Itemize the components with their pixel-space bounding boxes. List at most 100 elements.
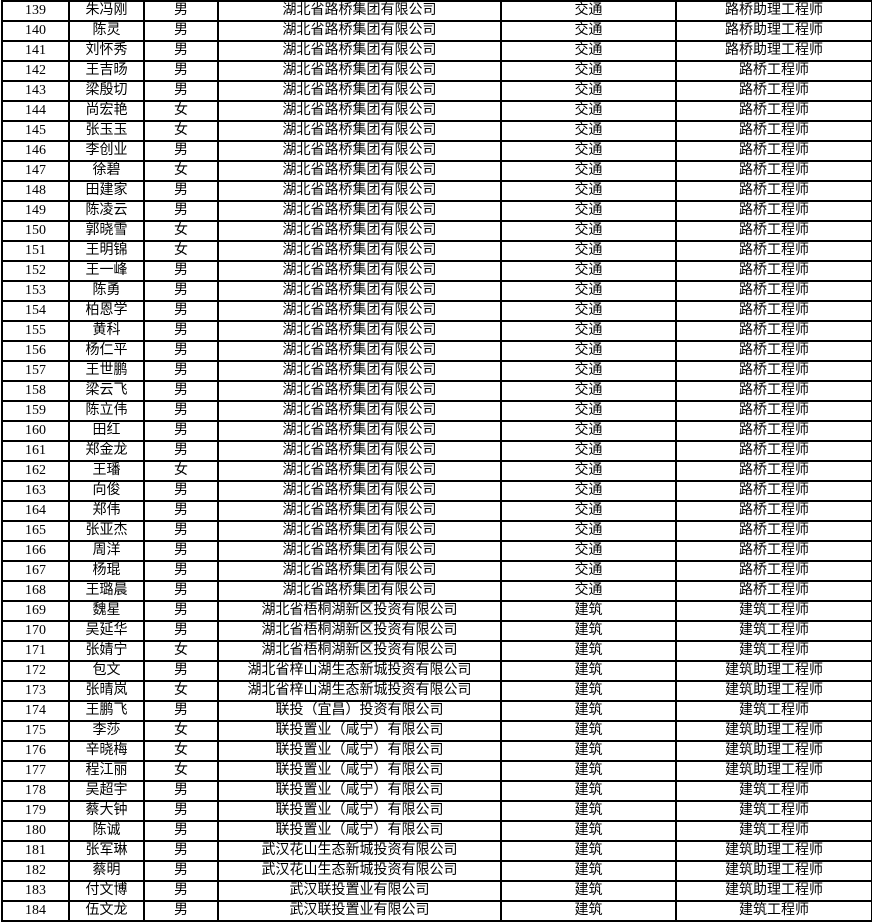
category-cell: 建筑 (500, 740, 677, 762)
job-title-cell: 建筑工程师 (675, 780, 872, 802)
name-cell: 郑伟 (68, 500, 145, 522)
job-title-cell: 路桥工程师 (675, 400, 872, 422)
company-cell: 湖北省路桥集团有限公司 (217, 500, 502, 522)
gender-cell: 男 (143, 480, 219, 502)
table-row: 184 伍文龙男武汉联投置业有限公司 建筑 建筑工程师 (1, 900, 872, 922)
category-cell: 交通 (500, 300, 677, 322)
table-row: 170 吴延华男湖北省梧桐湖新区投资有限公司 建筑 建筑工程师 (1, 620, 872, 642)
gender-cell: 男 (143, 20, 219, 42)
category-cell: 交通 (500, 540, 677, 562)
table-row: 172 包文男湖北省梓山湖生态新城投资有限公司 建筑 建筑助理工程师 (1, 660, 872, 682)
table-row: 174 王鹏飞男联投（宜昌）投资有限公司 建筑 建筑工程师 (1, 700, 872, 722)
gender-cell: 男 (143, 840, 219, 862)
name-cell: 向俊 (68, 480, 145, 502)
table-row: 154 柏恩学男湖北省路桥集团有限公司 交通 路桥工程师 (1, 300, 872, 322)
category-cell: 建筑 (500, 820, 677, 842)
job-title-cell: 路桥工程师 (675, 100, 872, 122)
gender-cell: 男 (143, 320, 219, 342)
category-cell: 交通 (500, 440, 677, 462)
category-cell: 交通 (500, 420, 677, 442)
row-number-cell: 174 (1, 700, 70, 722)
name-cell: 王璠 (68, 460, 145, 482)
category-cell: 交通 (500, 20, 677, 42)
category-cell: 建筑 (500, 800, 677, 822)
name-cell: 王一峰 (68, 260, 145, 282)
company-cell: 武汉联投置业有限公司 (217, 880, 502, 902)
category-cell: 建筑 (500, 680, 677, 702)
table-row: 182 蔡明男武汉花山生态新城投资有限公司 建筑 建筑助理工程师 (1, 860, 872, 882)
name-cell: 包文 (68, 660, 145, 682)
job-title-cell: 建筑助理工程师 (675, 840, 872, 862)
table-row: 160 田红男湖北省路桥集团有限公司 交通 路桥工程师 (1, 420, 872, 442)
table-row: 157 王世鹏男湖北省路桥集团有限公司 交通 路桥工程师 (1, 360, 872, 382)
gender-cell: 女 (143, 760, 219, 782)
job-title-cell: 路桥工程师 (675, 280, 872, 302)
gender-cell: 男 (143, 140, 219, 162)
gender-cell: 男 (143, 40, 219, 62)
gender-cell: 男 (143, 340, 219, 362)
company-cell: 湖北省梧桐湖新区投资有限公司 (217, 600, 502, 622)
company-cell: 湖北省路桥集团有限公司 (217, 80, 502, 102)
job-title-cell: 路桥工程师 (675, 240, 872, 262)
job-title-cell: 建筑助理工程师 (675, 740, 872, 762)
row-number-cell: 183 (1, 880, 70, 902)
company-cell: 湖北省路桥集团有限公司 (217, 480, 502, 502)
row-number-cell: 157 (1, 360, 70, 382)
company-cell: 湖北省路桥集团有限公司 (217, 340, 502, 362)
category-cell: 交通 (500, 220, 677, 242)
gender-cell: 女 (143, 100, 219, 122)
row-number-cell: 160 (1, 420, 70, 442)
job-title-cell: 路桥工程师 (675, 80, 872, 102)
job-title-cell: 路桥工程师 (675, 60, 872, 82)
company-cell: 湖北省路桥集团有限公司 (217, 160, 502, 182)
table-row: 168 王璐晨男湖北省路桥集团有限公司 交通 路桥工程师 (1, 580, 872, 602)
gender-cell: 男 (143, 860, 219, 882)
job-title-cell: 建筑助理工程师 (675, 880, 872, 902)
name-cell: 程江丽 (68, 760, 145, 782)
company-cell: 湖北省梧桐湖新区投资有限公司 (217, 620, 502, 642)
gender-cell: 男 (143, 400, 219, 422)
job-title-cell: 建筑工程师 (675, 800, 872, 822)
name-cell: 周洋 (68, 540, 145, 562)
table-row: 163 向俊男湖北省路桥集团有限公司 交通 路桥工程师 (1, 480, 872, 502)
table-row: 164 郑伟男湖北省路桥集团有限公司 交通 路桥工程师 (1, 500, 872, 522)
row-number-cell: 167 (1, 560, 70, 582)
name-cell: 田红 (68, 420, 145, 442)
table-row: 139 朱冯刚男湖北省路桥集团有限公司 交通 路桥助理工程师 (1, 0, 872, 22)
name-cell: 尚宏艳 (68, 100, 145, 122)
row-number-cell: 164 (1, 500, 70, 522)
category-cell: 交通 (500, 340, 677, 362)
name-cell: 辛晓梅 (68, 740, 145, 762)
name-cell: 朱冯刚 (68, 0, 145, 22)
category-cell: 建筑 (500, 640, 677, 662)
company-cell: 湖北省路桥集团有限公司 (217, 420, 502, 442)
company-cell: 湖北省梓山湖生态新城投资有限公司 (217, 680, 502, 702)
category-cell: 建筑 (500, 600, 677, 622)
name-cell: 陈诚 (68, 820, 145, 842)
table-row: 183 付文博男武汉联投置业有限公司 建筑 建筑助理工程师 (1, 880, 872, 902)
name-cell: 陈立伟 (68, 400, 145, 422)
gender-cell: 男 (143, 0, 219, 22)
table-row: 181 张军琳男武汉花山生态新城投资有限公司 建筑 建筑助理工程师 (1, 840, 872, 862)
gender-cell: 男 (143, 80, 219, 102)
gender-cell: 男 (143, 700, 219, 722)
job-title-cell: 路桥工程师 (675, 180, 872, 202)
row-number-cell: 146 (1, 140, 70, 162)
table-row: 151 王明锦女湖北省路桥集团有限公司 交通 路桥工程师 (1, 240, 872, 262)
category-cell: 交通 (500, 240, 677, 262)
category-cell: 建筑 (500, 840, 677, 862)
gender-cell: 男 (143, 540, 219, 562)
row-number-cell: 155 (1, 320, 70, 342)
company-cell: 联投置业（咸宁）有限公司 (217, 800, 502, 822)
row-number-cell: 158 (1, 380, 70, 402)
name-cell: 张晴岚 (68, 680, 145, 702)
row-number-cell: 145 (1, 120, 70, 142)
row-number-cell: 177 (1, 760, 70, 782)
gender-cell: 男 (143, 500, 219, 522)
name-cell: 刘怀秀 (68, 40, 145, 62)
row-number-cell: 149 (1, 200, 70, 222)
category-cell: 建筑 (500, 760, 677, 782)
company-cell: 湖北省路桥集团有限公司 (217, 320, 502, 342)
gender-cell: 女 (143, 460, 219, 482)
table-row: 141 刘怀秀男湖北省路桥集团有限公司 交通 路桥助理工程师 (1, 40, 872, 62)
